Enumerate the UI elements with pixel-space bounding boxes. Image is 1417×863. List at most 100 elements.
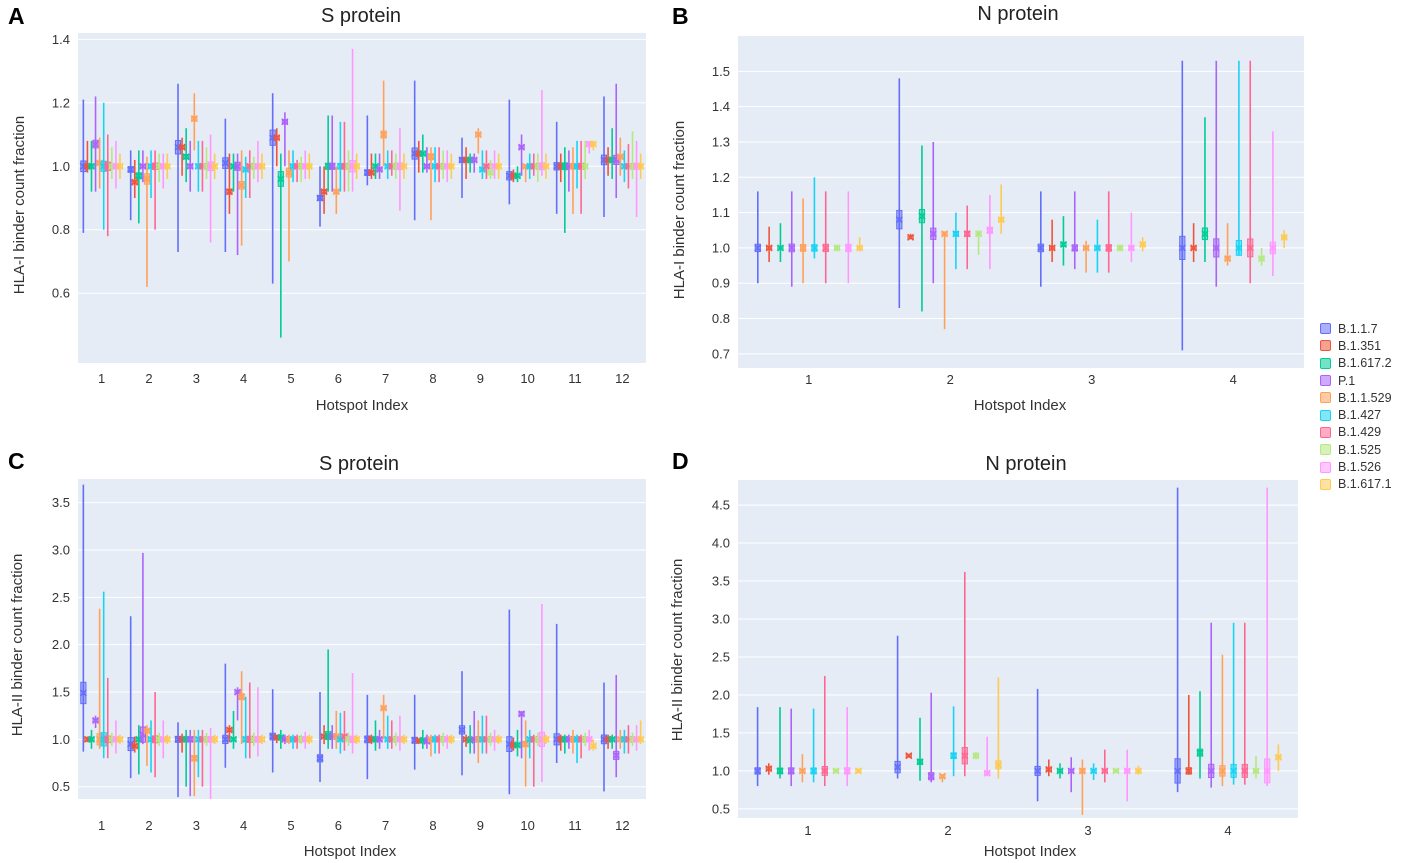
box-mark[interactable]	[79, 484, 87, 752]
box-mark[interactable]	[612, 83, 620, 198]
box-mark[interactable]	[1178, 60, 1186, 351]
box-mark[interactable]	[628, 131, 637, 179]
box-mark[interactable]	[320, 166, 328, 214]
box-mark[interactable]	[116, 153, 124, 179]
box-mark[interactable]	[96, 608, 104, 749]
box-mark[interactable]	[305, 153, 313, 179]
legend-item[interactable]: B.1.525	[1320, 441, 1392, 458]
box-mark[interactable]	[950, 706, 958, 777]
legend-item[interactable]: P.1	[1320, 372, 1392, 389]
box-mark[interactable]	[447, 734, 455, 745]
box-mark[interactable]	[1056, 763, 1064, 779]
box-mark[interactable]	[316, 166, 324, 227]
box-mark[interactable]	[486, 159, 495, 179]
box-mark[interactable]	[458, 671, 466, 776]
box-mark[interactable]	[332, 166, 340, 214]
box-mark[interactable]	[577, 734, 585, 759]
box-mark[interactable]	[589, 739, 597, 751]
legend-item[interactable]: B.1.427	[1320, 406, 1392, 423]
box-mark[interactable]	[854, 767, 862, 775]
box-mark[interactable]	[190, 729, 198, 797]
box-mark[interactable]	[798, 754, 806, 783]
box-mark[interactable]	[1224, 223, 1232, 266]
box-mark[interactable]	[754, 191, 762, 284]
box-mark[interactable]	[1037, 191, 1045, 287]
box-mark[interactable]	[522, 720, 530, 787]
box-mark[interactable]	[400, 153, 408, 179]
box-mark[interactable]	[419, 134, 427, 173]
box-mark[interactable]	[186, 729, 194, 797]
box-mark[interactable]	[765, 763, 773, 775]
box-mark[interactable]	[380, 694, 388, 740]
box-mark[interactable]	[131, 736, 139, 753]
box-mark[interactable]	[474, 128, 482, 154]
box-mark[interactable]	[513, 729, 522, 757]
box-mark[interactable]	[810, 177, 818, 259]
box-mark[interactable]	[1174, 487, 1182, 793]
box-mark[interactable]	[174, 722, 182, 798]
box-mark[interactable]	[1218, 654, 1226, 787]
box-mark[interactable]	[589, 140, 597, 151]
box-mark[interactable]	[478, 150, 486, 179]
box-mark[interactable]	[822, 191, 830, 284]
box-mark[interactable]	[1235, 60, 1243, 256]
box-mark[interactable]	[1045, 759, 1053, 777]
box-mark[interactable]	[986, 194, 994, 270]
box-mark[interactable]	[400, 734, 408, 745]
box-mark[interactable]	[1078, 759, 1086, 815]
box-mark[interactable]	[221, 118, 229, 252]
box-mark[interactable]	[844, 191, 852, 284]
box-mark[interactable]	[1034, 688, 1042, 802]
box-mark[interactable]	[963, 205, 971, 270]
box-mark[interactable]	[1207, 622, 1215, 788]
box-mark[interactable]	[135, 150, 143, 224]
box-mark[interactable]	[87, 140, 96, 192]
box-mark[interactable]	[482, 150, 491, 179]
box-mark[interactable]	[608, 734, 616, 749]
box-mark[interactable]	[821, 675, 829, 787]
box-mark[interactable]	[612, 674, 620, 778]
box-mark[interactable]	[211, 153, 219, 179]
box-mark[interactable]	[1067, 757, 1075, 793]
box-mark[interactable]	[225, 725, 233, 743]
box-mark[interactable]	[513, 166, 522, 183]
box-mark[interactable]	[198, 729, 207, 787]
box-mark[interactable]	[895, 78, 903, 308]
box-mark[interactable]	[832, 767, 840, 775]
box-mark[interactable]	[916, 717, 924, 781]
box-mark[interactable]	[328, 115, 336, 192]
box-mark[interactable]	[1257, 247, 1266, 266]
box-mark[interactable]	[139, 552, 147, 745]
box-mark[interactable]	[997, 184, 1005, 234]
box-mark[interactable]	[139, 150, 147, 183]
box-mark[interactable]	[353, 153, 361, 179]
box-mark[interactable]	[542, 734, 550, 745]
box-mark[interactable]	[1082, 240, 1090, 273]
box-mark[interactable]	[894, 635, 902, 779]
box-mark[interactable]	[972, 751, 980, 760]
box-mark[interactable]	[470, 153, 478, 173]
box-mark[interactable]	[91, 715, 100, 728]
legend-item[interactable]: B.1.429	[1320, 424, 1392, 441]
box-mark[interactable]	[87, 729, 96, 749]
box-mark[interactable]	[929, 141, 937, 284]
box-mark[interactable]	[233, 687, 242, 721]
box-mark[interactable]	[505, 609, 513, 795]
box-mark[interactable]	[340, 710, 349, 751]
legend-item[interactable]: B.1.526	[1320, 458, 1392, 475]
box-mark[interactable]	[810, 708, 818, 783]
box-mark[interactable]	[799, 198, 807, 284]
box-mark[interactable]	[131, 159, 139, 198]
box-mark[interactable]	[375, 729, 384, 749]
box-mark[interactable]	[1201, 117, 1209, 263]
box-mark[interactable]	[1269, 131, 1277, 277]
box-mark[interactable]	[952, 212, 960, 270]
box-mark[interactable]	[316, 692, 324, 782]
box-mark[interactable]	[190, 93, 198, 151]
box-mark[interactable]	[1048, 219, 1056, 263]
box-mark[interactable]	[1105, 191, 1113, 273]
box-mark[interactable]	[380, 80, 388, 167]
box-mark[interactable]	[375, 153, 384, 179]
box-mark[interactable]	[427, 147, 435, 221]
box-mark[interactable]	[1123, 749, 1131, 802]
